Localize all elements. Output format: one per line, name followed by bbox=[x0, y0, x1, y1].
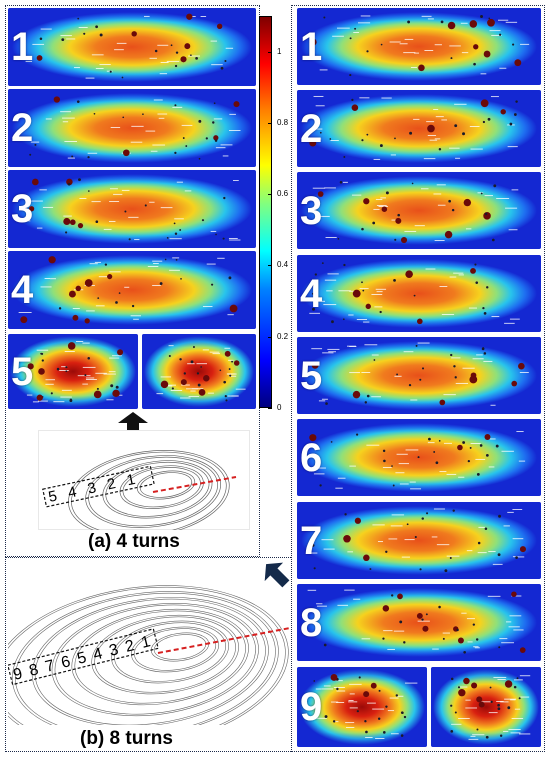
spiral-channel bbox=[88, 456, 219, 527]
spiral-channel bbox=[134, 628, 217, 671]
heatmap-panel-right-4: 4 bbox=[297, 255, 541, 332]
colorbar-tick-mark bbox=[268, 408, 272, 409]
cut-line bbox=[157, 627, 290, 654]
heatmap-panel-left-4: 4 bbox=[8, 251, 256, 329]
colorbar-tick-mark bbox=[268, 122, 272, 124]
colorbar-tick-mark bbox=[268, 336, 272, 338]
heatmap-panel-left-1: 1 bbox=[8, 8, 256, 86]
spiral-channel bbox=[71, 451, 227, 530]
up-arrow-icon bbox=[118, 412, 148, 434]
colorbar bbox=[259, 16, 272, 408]
spiral-channel bbox=[71, 608, 249, 706]
label-box bbox=[42, 465, 155, 508]
panel-number: 6 bbox=[300, 435, 323, 480]
colorbar-tick-label: 0 bbox=[277, 403, 282, 412]
bottom-left-frame bbox=[5, 557, 291, 752]
panel-number: 7 bbox=[300, 518, 323, 563]
spiral-channel bbox=[122, 467, 201, 508]
spiral-channel bbox=[34, 598, 266, 725]
panel-number: 3 bbox=[11, 187, 34, 231]
spiral-channel bbox=[139, 472, 193, 498]
heatmap-panel-left-5b bbox=[142, 334, 256, 409]
spiral-channel bbox=[14, 592, 276, 725]
caption-a: (a) 4 turns bbox=[88, 531, 180, 552]
panel-number: 3 bbox=[300, 188, 323, 233]
turn-label: 6 bbox=[59, 653, 72, 672]
heatmap-panel-right-9a: 9 bbox=[297, 667, 427, 747]
heatmap-panel-left-2: 2 bbox=[8, 89, 256, 167]
heatmap-panel-right-9b bbox=[431, 667, 541, 747]
colorbar-tick-label: 0.4 bbox=[277, 260, 289, 270]
turn-label: 1 bbox=[140, 633, 153, 652]
spiral-channel bbox=[131, 626, 220, 673]
heatmap-panel-right-5: 5 bbox=[297, 337, 541, 414]
right-frame-8-turns bbox=[291, 5, 545, 752]
turn-label: 7 bbox=[43, 657, 56, 676]
colorbar-tick-label: 1 bbox=[277, 46, 282, 56]
heatmap-panel-right-2: 2 bbox=[297, 90, 541, 167]
spiral-channel bbox=[153, 634, 207, 660]
panel-number: 1 bbox=[300, 24, 323, 69]
panel-number: 4 bbox=[300, 271, 323, 316]
panel-number: 8 bbox=[300, 600, 323, 645]
spiral-channel bbox=[68, 450, 230, 530]
turn-label: 2 bbox=[124, 637, 137, 656]
panel-number: 5 bbox=[300, 353, 323, 398]
turn-label: 9 bbox=[11, 665, 24, 684]
turn-label: 5 bbox=[47, 488, 59, 506]
colorbar-tick-mark bbox=[268, 194, 272, 196]
cut-line bbox=[152, 476, 237, 493]
turn-label: 3 bbox=[86, 479, 98, 497]
heatmap-panel-right-6: 6 bbox=[297, 419, 541, 496]
heatmap-panel-left-3: 3 bbox=[8, 170, 256, 248]
turn-label: 1 bbox=[125, 471, 137, 489]
spiral-channel bbox=[119, 465, 204, 509]
heatmap-panel-right-7: 7 bbox=[297, 502, 541, 579]
heatmap-panel-left-5a: 5 bbox=[8, 334, 138, 409]
diagonal-arrow-icon bbox=[264, 562, 290, 588]
colorbar-tick-label: 0.2 bbox=[277, 331, 289, 341]
panel-number: 1 bbox=[11, 25, 34, 69]
panel-number: 2 bbox=[300, 106, 323, 151]
turn-label: 8 bbox=[27, 661, 40, 680]
turn-label: 2 bbox=[106, 475, 118, 493]
panel-number: 2 bbox=[11, 106, 34, 150]
spiral-channel bbox=[31, 597, 269, 725]
panel-number: 4 bbox=[11, 268, 34, 312]
turn-label: 5 bbox=[75, 649, 88, 668]
spiral-channel bbox=[85, 455, 221, 528]
spiral-channel bbox=[8, 586, 286, 725]
caption-b: (b) 8 turns bbox=[80, 728, 173, 749]
colorbar-tick-label: 0.6 bbox=[277, 189, 289, 199]
spiral-channel bbox=[114, 622, 226, 682]
spiral-channel bbox=[91, 614, 239, 695]
heatmap-panel-right-1: 1 bbox=[297, 8, 541, 85]
spiral-channel bbox=[111, 620, 229, 684]
colorbar-tick-mark bbox=[268, 51, 272, 53]
panel-number: 5 bbox=[11, 349, 34, 394]
spiral-channel bbox=[51, 603, 259, 717]
spiral-channel bbox=[8, 585, 289, 725]
colorbar-tick-mark bbox=[268, 265, 272, 267]
heatmap-panel-right-3: 3 bbox=[297, 172, 541, 249]
turn-label: 4 bbox=[66, 483, 78, 501]
turn-label: 4 bbox=[91, 645, 104, 664]
colorbar-tick-label: 0.8 bbox=[277, 117, 289, 127]
turn-label: 3 bbox=[108, 641, 121, 660]
heatmap-panel-right-8: 8 bbox=[297, 584, 541, 661]
panel-number: 9 bbox=[300, 685, 323, 729]
spiral-channel bbox=[136, 470, 196, 500]
